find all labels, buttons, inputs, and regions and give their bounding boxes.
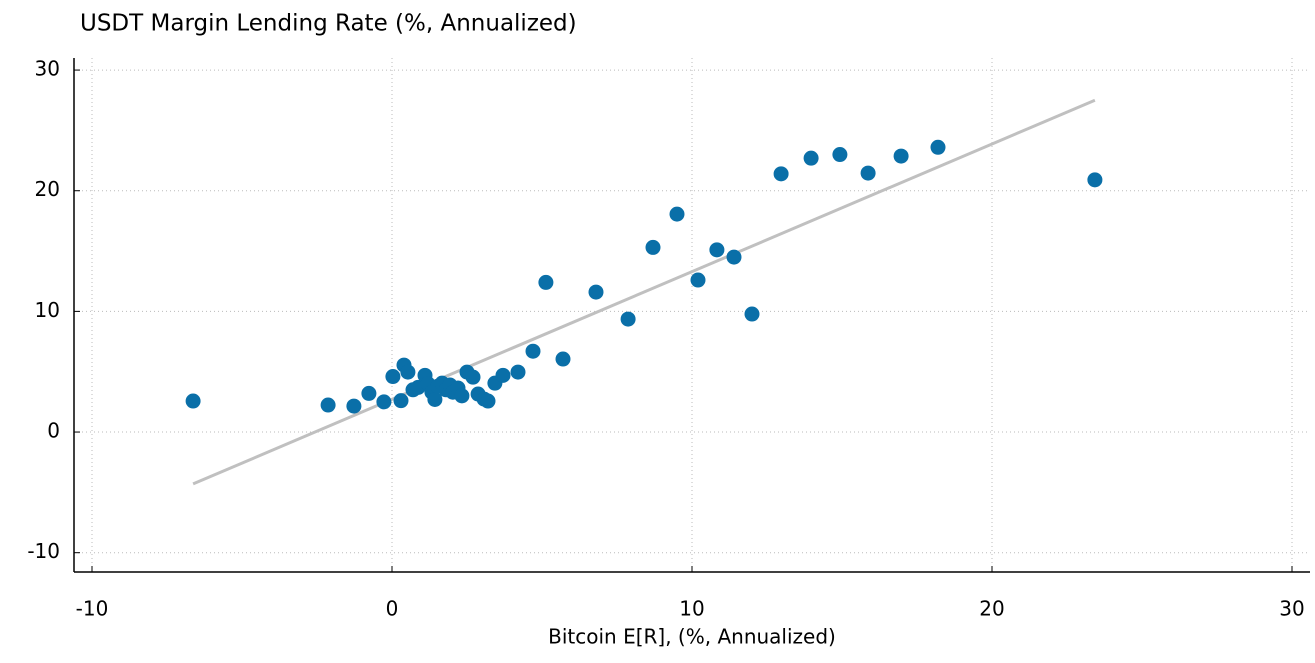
- data-point: [709, 242, 725, 258]
- y-tick-label: 0: [47, 419, 60, 443]
- x-axis-label: Bitcoin E[R], (%, Annualized): [548, 625, 836, 649]
- x-tick-label: -10: [76, 597, 109, 621]
- data-point: [525, 343, 541, 359]
- y-tick-label: 30: [35, 57, 60, 81]
- data-point: [480, 393, 496, 409]
- data-point: [385, 369, 401, 385]
- data-point: [930, 139, 946, 155]
- data-point: [620, 311, 636, 327]
- x-tick-label: 20: [979, 597, 1004, 621]
- data-point: [510, 364, 526, 380]
- data-point: [669, 206, 685, 222]
- data-point: [645, 239, 661, 255]
- data-point: [555, 351, 571, 367]
- chart-title: USDT Margin Lending Rate (%, Annualized): [80, 11, 577, 37]
- x-tick-label: 30: [1279, 597, 1304, 621]
- data-point: [538, 274, 554, 290]
- x-tick-label: 10: [679, 597, 704, 621]
- data-point: [454, 388, 470, 404]
- data-point: [427, 391, 443, 407]
- data-point: [690, 272, 706, 288]
- data-point: [495, 367, 511, 383]
- data-point: [803, 150, 819, 166]
- data-point: [726, 249, 742, 265]
- data-point: [376, 394, 392, 410]
- data-point: [860, 165, 876, 181]
- data-point: [744, 306, 760, 322]
- data-point: [893, 148, 909, 164]
- data-point: [393, 393, 409, 409]
- data-point: [588, 284, 604, 300]
- data-point: [320, 397, 336, 413]
- data-point: [832, 147, 848, 163]
- data-point: [465, 369, 481, 385]
- y-tick-label: -10: [27, 539, 60, 563]
- x-tick-label: 0: [386, 597, 399, 621]
- trend-line: [192, 98, 1096, 486]
- data-point: [361, 385, 377, 401]
- data-point: [400, 364, 416, 380]
- data-point: [185, 393, 201, 409]
- y-tick-label: 20: [35, 177, 60, 201]
- data-point: [773, 166, 789, 182]
- data-point: [1087, 172, 1103, 188]
- y-tick-label: 10: [35, 298, 60, 322]
- data-point: [346, 398, 362, 414]
